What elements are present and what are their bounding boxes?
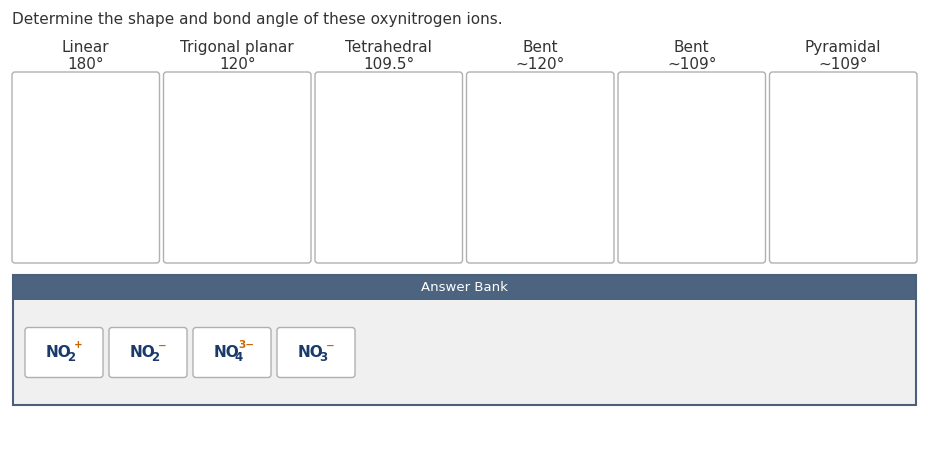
- Text: NO: NO: [130, 345, 156, 360]
- FancyBboxPatch shape: [12, 72, 160, 263]
- Text: +: +: [73, 340, 83, 350]
- Text: 2: 2: [67, 351, 75, 364]
- Text: 120°: 120°: [219, 57, 255, 72]
- Text: Answer Bank: Answer Bank: [420, 281, 508, 294]
- FancyBboxPatch shape: [466, 72, 613, 263]
- Text: 109.5°: 109.5°: [363, 57, 414, 72]
- Bar: [13, 300, 915, 405]
- Text: Pyramidal: Pyramidal: [805, 40, 881, 55]
- Text: Determine the shape and bond angle of these oxynitrogen ions.: Determine the shape and bond angle of th…: [12, 12, 502, 27]
- Bar: [13, 275, 915, 405]
- Text: ~120°: ~120°: [515, 57, 564, 72]
- FancyBboxPatch shape: [163, 72, 311, 263]
- Text: 180°: 180°: [68, 57, 104, 72]
- Text: 3−: 3−: [238, 340, 253, 350]
- FancyBboxPatch shape: [25, 328, 103, 378]
- FancyBboxPatch shape: [617, 72, 765, 263]
- Text: Linear: Linear: [62, 40, 110, 55]
- FancyBboxPatch shape: [193, 328, 271, 378]
- Text: NO: NO: [46, 345, 71, 360]
- Text: 3: 3: [318, 351, 327, 364]
- Bar: [13, 275, 915, 300]
- Text: Tetrahedral: Tetrahedral: [345, 40, 432, 55]
- Text: NO: NO: [298, 345, 324, 360]
- Text: −: −: [326, 340, 334, 350]
- FancyBboxPatch shape: [277, 328, 354, 378]
- FancyBboxPatch shape: [315, 72, 462, 263]
- FancyBboxPatch shape: [768, 72, 916, 263]
- Text: Trigonal planar: Trigonal planar: [180, 40, 294, 55]
- Text: 2: 2: [150, 351, 159, 364]
- Text: Bent: Bent: [673, 40, 709, 55]
- Text: 4: 4: [235, 351, 243, 364]
- Text: ~109°: ~109°: [818, 57, 867, 72]
- Text: NO: NO: [213, 345, 239, 360]
- Text: Bent: Bent: [522, 40, 558, 55]
- Text: −: −: [158, 340, 166, 350]
- FancyBboxPatch shape: [109, 328, 187, 378]
- Text: ~109°: ~109°: [666, 57, 715, 72]
